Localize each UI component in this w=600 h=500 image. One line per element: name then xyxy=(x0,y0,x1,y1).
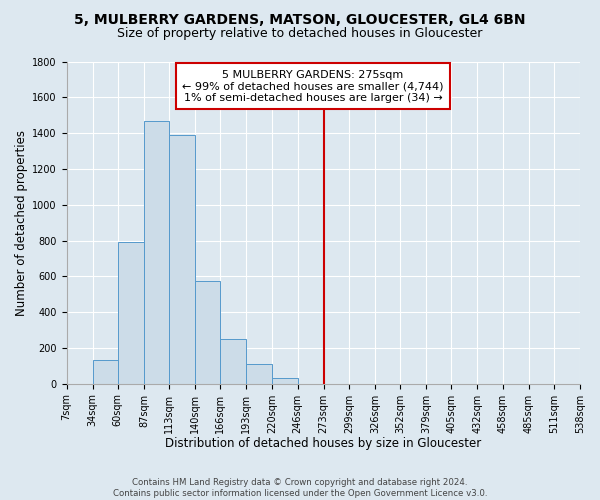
Text: 5, MULBERRY GARDENS, MATSON, GLOUCESTER, GL4 6BN: 5, MULBERRY GARDENS, MATSON, GLOUCESTER,… xyxy=(74,12,526,26)
Y-axis label: Number of detached properties: Number of detached properties xyxy=(15,130,28,316)
Bar xyxy=(144,120,169,384)
Bar xyxy=(92,360,118,384)
Text: 5 MULBERRY GARDENS: 275sqm
← 99% of detached houses are smaller (4,744)
1% of se: 5 MULBERRY GARDENS: 275sqm ← 99% of deta… xyxy=(182,70,444,103)
Bar xyxy=(247,364,272,384)
Text: Contains HM Land Registry data © Crown copyright and database right 2024.
Contai: Contains HM Land Registry data © Crown c… xyxy=(113,478,487,498)
Bar xyxy=(195,281,220,384)
Bar xyxy=(169,135,195,384)
Bar xyxy=(118,242,144,384)
Bar xyxy=(272,378,298,384)
X-axis label: Distribution of detached houses by size in Gloucester: Distribution of detached houses by size … xyxy=(165,437,481,450)
Bar xyxy=(220,339,247,384)
Text: Size of property relative to detached houses in Gloucester: Size of property relative to detached ho… xyxy=(118,28,482,40)
